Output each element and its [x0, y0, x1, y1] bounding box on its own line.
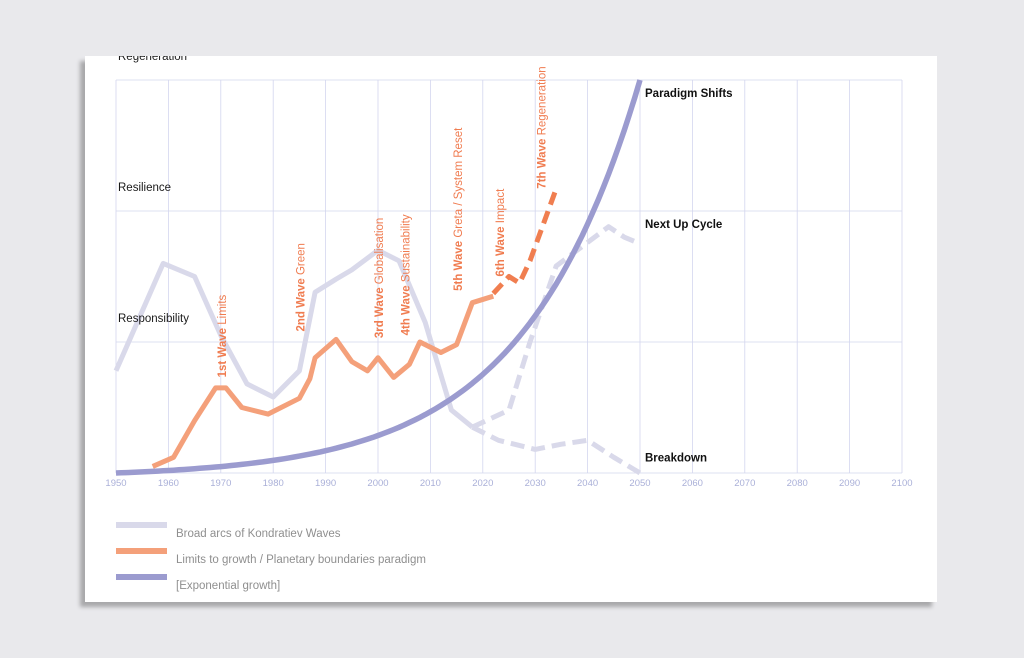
x-tick-label: 2070 [734, 478, 755, 489]
x-tick-label: 1980 [263, 478, 284, 489]
series-layer [113, 79, 643, 476]
wave-label-bold: 7th Wave [537, 135, 549, 188]
series-kondratiev-dashed [471, 424, 642, 476]
wave-label: 3rd Wave Globalisation [374, 218, 386, 338]
wave-label-bold: 1st Wave [217, 325, 229, 378]
y-label: Regeneration [118, 56, 187, 63]
wave-label: 4th Wave Sustainability [400, 214, 412, 335]
x-tick-label: 2040 [577, 478, 598, 489]
right-label: Breakdown [645, 452, 707, 464]
legend-label: [Exponential growth] [176, 580, 280, 592]
x-tick-label: 2090 [839, 478, 860, 489]
right-label: Next Up Cycle [645, 219, 722, 231]
series-exponential [115, 79, 643, 476]
wave-label-light: Green [296, 243, 308, 275]
x-tick-label: 1970 [210, 478, 231, 489]
x-tick-label: 2080 [787, 478, 808, 489]
wave-label: 2nd Wave Green [296, 243, 308, 331]
x-tick-label: 1960 [158, 478, 179, 489]
wave-label-bold: 6th Wave [495, 223, 507, 276]
legend-label: Limits to growth / Planetary boundaries … [176, 554, 426, 566]
wave-label-light: Greta / System Reset [453, 127, 465, 238]
chart-card: 1950 1960 1970 1980 1990 2000 2010 2020 2030 2040… [85, 56, 937, 602]
x-tick-label: 2020 [472, 478, 493, 489]
x-tick-label: 2100 [891, 478, 912, 489]
wave-label-bold: 4th Wave [400, 282, 412, 335]
x-tick-label: 1950 [105, 478, 126, 489]
x-tick-label: 2010 [420, 478, 441, 489]
wave-label-bold: 5th Wave [453, 238, 465, 291]
series-kondratiev-dashed [471, 224, 641, 430]
wave-label-light: Globalisation [374, 218, 386, 284]
x-tick-label: 2000 [367, 478, 388, 489]
series-limits-dashed [491, 187, 559, 296]
wave-label: 6th Wave Impact [495, 188, 507, 277]
wave-label-bold: 2nd Wave [296, 275, 308, 331]
wave-label-light: Sustainability [400, 214, 412, 282]
wave-label-light: Limits [217, 294, 229, 324]
wave-label: 1st Wave Limits [217, 294, 229, 377]
grid [115, 79, 903, 474]
wave-label-bold: 3rd Wave [374, 284, 386, 338]
x-tick-label: 2060 [682, 478, 703, 489]
y-label: Responsibility [118, 313, 189, 325]
wave-label: 7th Wave Regeneration [537, 66, 549, 188]
wave-label-light: Regeneration [537, 66, 549, 135]
y-label: Resilience [118, 182, 171, 194]
wave-label-light: Impact [495, 188, 507, 223]
x-tick-label: 2050 [629, 478, 650, 489]
right-label: Paradigm Shifts [645, 88, 733, 100]
label-layer: 1950 1960 1970 1980 1990 2000 2010 2020 2030 2040… [105, 56, 912, 489]
series-limits [151, 293, 495, 469]
chart-svg: 1950 1960 1970 1980 1990 2000 2010 2020 2030 2040… [105, 56, 912, 592]
series-kondratiev [113, 247, 474, 430]
x-tick-label: 2030 [525, 478, 546, 489]
legend-label: Broad arcs of Kondratiev Waves [176, 528, 341, 540]
x-tick-label: 1990 [315, 478, 336, 489]
wave-label: 5th Wave Greta / System Reset [453, 127, 465, 291]
legend: Broad arcs of Kondratiev Waves Limits to … [116, 522, 426, 592]
